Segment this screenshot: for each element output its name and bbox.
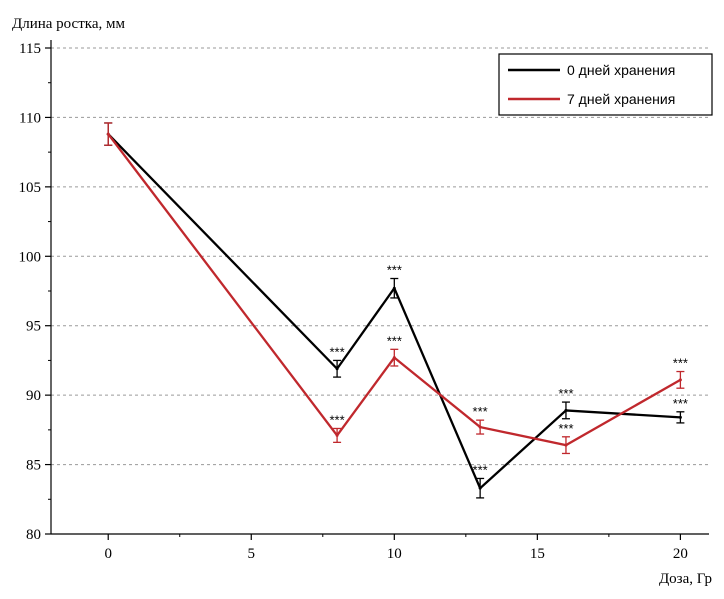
x-axis-title: Доза, Гр bbox=[659, 571, 712, 587]
x-tick-label-0: 0 bbox=[104, 546, 112, 562]
y-axis-title: Длина ростка, мм bbox=[12, 16, 125, 32]
x-tick-label-15: 15 bbox=[530, 546, 545, 562]
significance-marker: *** bbox=[673, 396, 688, 411]
axes bbox=[45, 40, 709, 540]
significance-marker: *** bbox=[387, 333, 402, 348]
significance-marker: *** bbox=[558, 421, 573, 436]
series-1: *** *** *** *** *** bbox=[104, 122, 688, 455]
significance-marker: *** bbox=[329, 344, 344, 359]
data-point bbox=[392, 286, 396, 290]
y-tick-label-110: 110 bbox=[19, 110, 41, 126]
legend-box bbox=[498, 53, 713, 116]
significance-marker: *** bbox=[473, 462, 488, 477]
legend: 0 дней хранения 7 дней хранения bbox=[498, 53, 713, 116]
significance-marker: *** bbox=[473, 404, 488, 419]
tick-labels: 80 85 90 95 100 105 110 115 0 5 10 15 20 bbox=[19, 41, 688, 562]
data-point bbox=[564, 408, 568, 412]
series-line-0 bbox=[107, 133, 681, 491]
legend-label-series-1: 7 дней хранения bbox=[567, 91, 675, 107]
y-tick-label-105: 105 bbox=[19, 180, 42, 196]
data-point bbox=[678, 415, 682, 419]
series-layer: *** *** *** *** *** *** *** *** *** *** bbox=[104, 122, 688, 499]
series-0: *** *** *** *** *** bbox=[104, 122, 688, 499]
data-point bbox=[392, 356, 396, 360]
x-tick-label-10: 10 bbox=[387, 546, 402, 562]
y-tick-label-85: 85 bbox=[26, 458, 41, 474]
significance-marker: *** bbox=[673, 356, 688, 371]
y-tick-label-95: 95 bbox=[26, 319, 41, 335]
data-point bbox=[678, 378, 682, 382]
significance-marker: *** bbox=[387, 263, 402, 278]
data-point bbox=[478, 425, 482, 429]
legend-label-series-0: 0 дней хранения bbox=[567, 62, 675, 78]
data-point bbox=[564, 443, 568, 447]
y-tick-label-80: 80 bbox=[26, 527, 41, 543]
x-tick-label-20: 20 bbox=[673, 546, 688, 562]
significance-marker: *** bbox=[558, 386, 573, 401]
grid-lines bbox=[51, 47, 709, 466]
significance-marker: *** bbox=[329, 412, 344, 427]
data-point bbox=[335, 433, 339, 437]
series-line-1 bbox=[107, 133, 681, 447]
x-tick-label-5: 5 bbox=[248, 546, 256, 562]
data-point bbox=[335, 367, 339, 371]
y-tick-label-90: 90 bbox=[26, 388, 41, 404]
data-point bbox=[106, 132, 110, 136]
y-tick-label-115: 115 bbox=[19, 41, 41, 57]
data-point bbox=[478, 486, 482, 490]
y-tick-label-100: 100 bbox=[19, 249, 42, 265]
